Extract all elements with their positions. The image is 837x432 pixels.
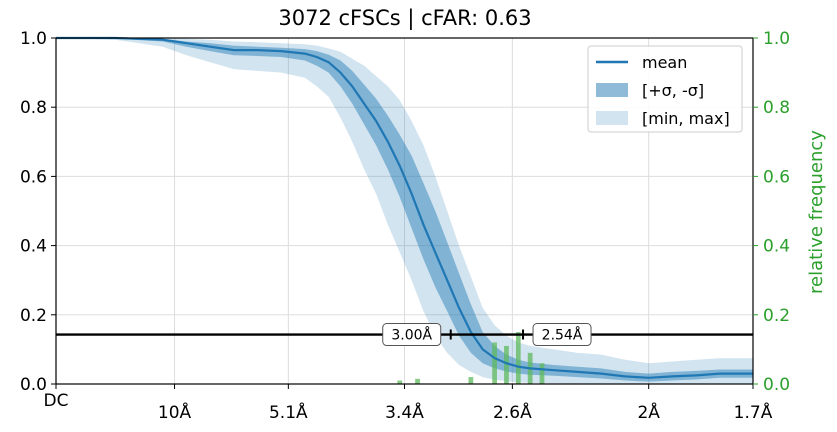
legend: mean [+σ, -σ] [min, max] xyxy=(587,45,743,133)
y-tick-label: 1.0 xyxy=(20,29,47,49)
y2-tick-label: 0.8 xyxy=(763,98,790,118)
legend-sigma-label: [+σ, -σ] xyxy=(642,81,704,100)
y-axis-left: 0.0 0.2 0.4 0.6 0.8 1.0 xyxy=(20,29,56,395)
x-tick-label: 5.1Å xyxy=(269,401,308,423)
y-tick-label: 0.0 xyxy=(20,375,47,395)
y2-tick-label: 1.0 xyxy=(763,29,790,49)
x-tick-label: 3.4Å xyxy=(385,401,424,423)
y2-tick-label: 0.2 xyxy=(763,306,790,326)
histogram-bar xyxy=(504,345,509,384)
x-tick-label: 1.7Å xyxy=(734,401,773,423)
min-max-band-layer xyxy=(56,38,753,384)
y2-tick-label: 0.4 xyxy=(763,237,790,257)
legend-box xyxy=(587,45,743,133)
histogram-bar xyxy=(415,378,420,384)
histogram-bar xyxy=(492,342,497,384)
y-axis-right: 0.0 0.2 0.4 0.6 0.8 1.0 xyxy=(753,29,790,395)
x-tick-label: 10Å xyxy=(158,401,192,423)
y2-tick-label: 0.6 xyxy=(763,167,790,187)
x-tick-label: 2.6Å xyxy=(493,401,532,423)
y2-tick-label: 0.0 xyxy=(763,375,790,395)
histogram-bar xyxy=(539,363,545,384)
annotation-box xyxy=(382,323,442,347)
annotation-label: 2.54Å xyxy=(542,327,583,344)
y-tick-label: 0.4 xyxy=(20,237,47,257)
annotation-box xyxy=(532,323,592,347)
y2-axis-label: relative frequency xyxy=(806,130,827,294)
histogram-bar xyxy=(468,377,474,384)
mean-line xyxy=(56,36,753,379)
y-tick-label: 0.6 xyxy=(20,167,47,187)
legend-minmax-swatch xyxy=(596,111,628,125)
x-tick-label: DC xyxy=(44,391,69,411)
x-tick-label: 2Å xyxy=(637,401,660,423)
legend-minmax-label: [min, max] xyxy=(642,109,730,128)
min-max-band xyxy=(56,38,753,384)
histogram-bar xyxy=(515,332,521,384)
legend-sigma-swatch xyxy=(596,83,628,97)
x-axis: DC 10Å 5.1Å 3.4Å 2.6Å 2Å 1.7Å xyxy=(44,384,773,423)
annotation-layer: 3.00Å 2.54Å xyxy=(382,323,592,347)
histogram-bar xyxy=(397,380,403,384)
y-tick-label: 0.8 xyxy=(20,98,47,118)
y-tick-label: 0.2 xyxy=(20,306,47,326)
annotation-label: 3.00Å xyxy=(391,327,432,344)
legend-mean-label: mean xyxy=(642,53,687,72)
chart-title: 3072 cFSCs | cFAR: 0.63 xyxy=(278,6,531,31)
mean-line-layer xyxy=(56,36,753,379)
